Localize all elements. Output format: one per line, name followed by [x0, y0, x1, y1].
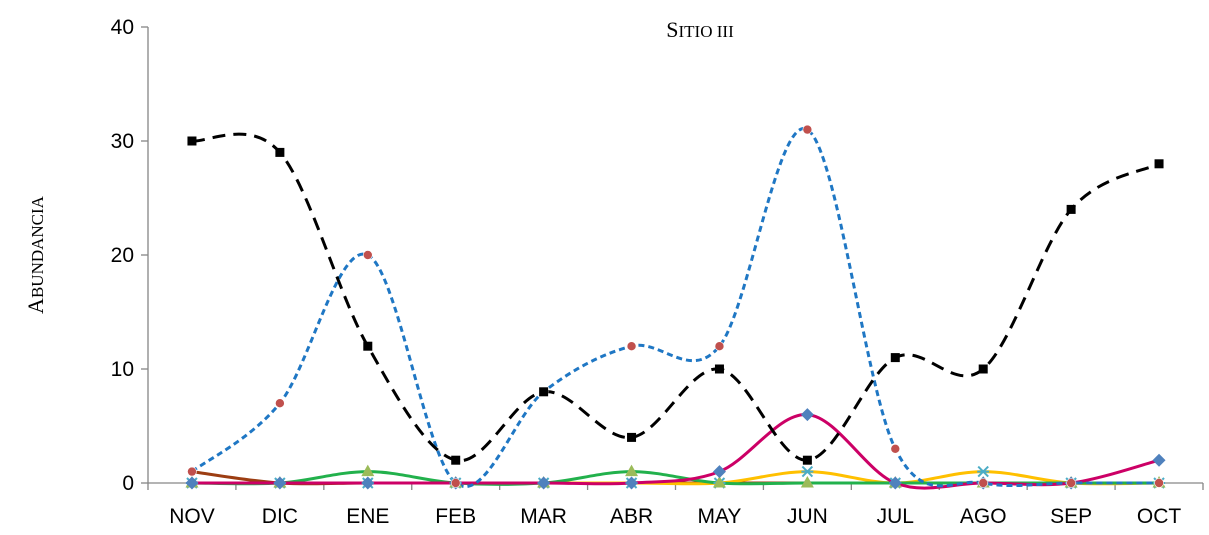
data-point — [187, 136, 197, 146]
data-point — [187, 466, 197, 477]
data-point — [800, 408, 814, 422]
data-point — [978, 364, 988, 374]
data-point — [363, 341, 373, 351]
y-tick-label: 30 — [111, 130, 134, 153]
data-point — [890, 443, 901, 454]
x-tick-label: MAR — [520, 505, 567, 528]
data-point — [361, 464, 375, 477]
data-point — [890, 353, 900, 363]
data-point — [1154, 478, 1164, 488]
data-point — [978, 478, 989, 488]
data-point — [539, 387, 549, 397]
series-markers-2 — [187, 124, 1164, 488]
data-point — [714, 341, 725, 352]
y-tick-label: 0 — [122, 472, 134, 495]
y-tick-label: 10 — [111, 358, 134, 381]
y-tick-label: 20 — [111, 244, 134, 267]
x-tick-label: JUL — [877, 505, 914, 528]
chart-title: SITIO III — [666, 17, 734, 42]
data-point — [712, 476, 726, 488]
x-tick-label: OCT — [1137, 505, 1182, 528]
x-tick-label: ENE — [346, 505, 389, 528]
data-point — [1066, 204, 1076, 214]
x-tick-label: SEP — [1050, 505, 1092, 528]
series-layer — [191, 127, 1160, 490]
x-tick-label: MAY — [697, 505, 741, 528]
x-tick-label: ABR — [610, 505, 653, 528]
data-point — [273, 476, 287, 490]
data-point — [800, 476, 814, 488]
data-point — [361, 476, 375, 490]
data-point — [450, 478, 461, 488]
x-tick-label: DIC — [262, 505, 298, 528]
data-point — [185, 476, 199, 490]
data-point — [626, 341, 637, 352]
data-point — [537, 476, 551, 490]
data-point — [625, 476, 639, 490]
data-point — [977, 465, 990, 478]
x-tick-label: NOV — [169, 505, 215, 528]
x-tick-label: FEB — [435, 505, 476, 528]
data-point — [275, 398, 285, 409]
data-point — [451, 455, 461, 465]
x-tick-label: AGO — [960, 505, 1007, 528]
data-point — [1152, 453, 1166, 467]
series-markers-1 — [187, 136, 1164, 465]
data-point — [627, 432, 637, 442]
axes: 0 10 20 30 40 NOV DIC ENE FEB MAR ABR MAY JUN JUL AGO S… — [111, 16, 1204, 528]
data-point — [888, 476, 902, 490]
x-tick-label: JUN — [787, 505, 828, 528]
y-axis-label: ABUNDANCIA — [23, 195, 48, 314]
data-point — [712, 465, 726, 479]
marker-layer — [185, 124, 1166, 490]
data-point — [801, 465, 814, 478]
data-point — [1154, 159, 1164, 169]
data-point — [802, 124, 813, 135]
series-line-2 — [191, 127, 1160, 488]
series-line-1 — [191, 132, 1160, 463]
data-point — [714, 364, 724, 374]
data-point — [1066, 478, 1076, 488]
data-point — [362, 250, 373, 260]
data-point — [625, 464, 639, 477]
data-point — [802, 455, 812, 465]
data-point — [275, 147, 285, 157]
y-tick-label: 40 — [111, 16, 134, 39]
